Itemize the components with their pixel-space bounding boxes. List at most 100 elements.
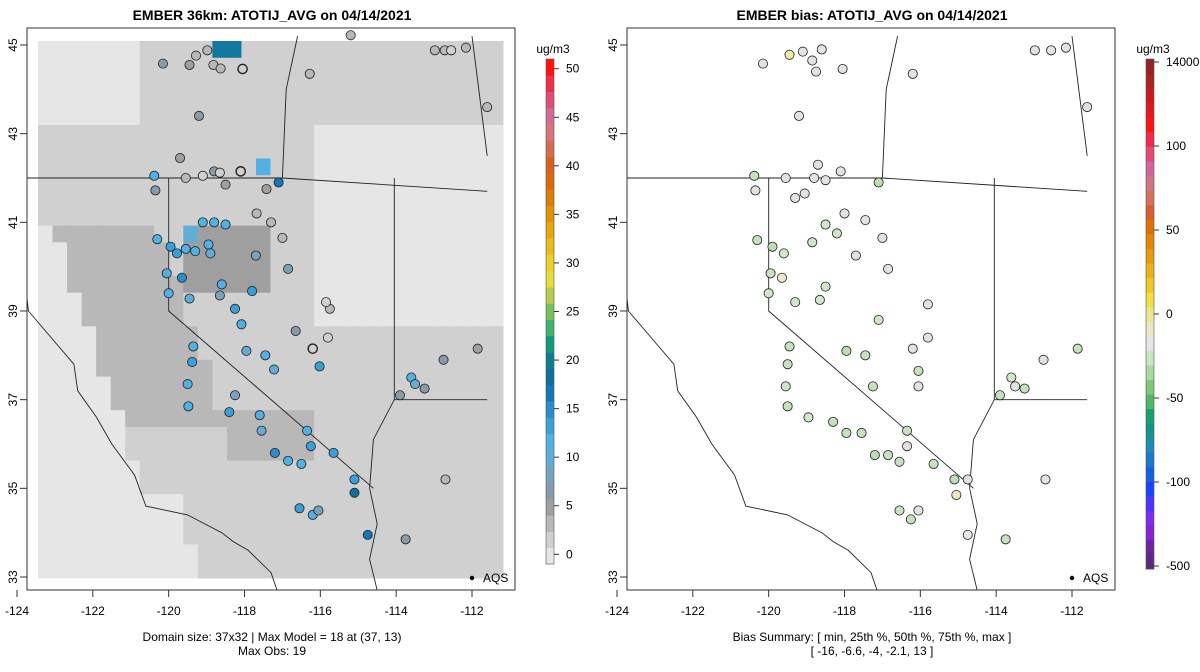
grid-cell	[299, 393, 315, 411]
grid-cell	[183, 74, 199, 92]
grid-cell	[154, 460, 170, 478]
grid-cell	[270, 393, 286, 411]
grid-cell	[285, 91, 301, 109]
bias-point	[803, 412, 814, 423]
grid-cell	[96, 242, 112, 260]
grid-cell	[473, 124, 489, 143]
grid-cell	[357, 477, 373, 495]
grid-cell	[110, 326, 126, 344]
right-colorbar: 14000 100 50 0 -50 -100 -500	[1145, 55, 1200, 573]
grid-cell	[154, 477, 170, 495]
grid-cell	[255, 561, 271, 579]
bias-point	[869, 450, 880, 461]
grid-cell	[343, 359, 359, 378]
colorbar-swatch	[1146, 292, 1154, 308]
right-aqs-legend: AQS	[1069, 571, 1108, 585]
grid-cell	[328, 57, 344, 76]
grid-cell	[285, 192, 301, 210]
grid-cell	[430, 494, 446, 512]
grid-cell	[299, 477, 315, 495]
grid-cell	[401, 343, 417, 361]
bias-point	[922, 332, 933, 343]
grid-cell	[255, 41, 271, 59]
grid-cell	[154, 208, 170, 227]
grid-cell	[197, 275, 213, 294]
grid-cell	[415, 561, 431, 579]
bias-point	[1040, 474, 1051, 485]
grid-cell	[67, 91, 83, 109]
grid-cell	[154, 91, 170, 109]
grid-cell	[241, 460, 257, 478]
grid-cell	[212, 259, 228, 277]
grid-cell	[96, 544, 112, 562]
grid-cell	[96, 275, 112, 294]
grid-cell	[67, 510, 83, 529]
grid-cell	[357, 208, 373, 227]
grid-cell	[488, 359, 504, 378]
grid-cell	[110, 74, 126, 92]
grid-cell	[357, 74, 373, 92]
grid-cell	[415, 275, 431, 294]
grid-cell	[81, 74, 97, 92]
grid-cell	[212, 477, 228, 495]
grid-cell	[459, 326, 475, 344]
grid-cell	[285, 225, 301, 243]
grid-cell	[125, 208, 141, 227]
grid-cell	[357, 225, 373, 243]
grid-cell	[241, 326, 257, 344]
x-tick-label: -120	[757, 604, 781, 618]
grid-cell	[372, 108, 388, 126]
grid-cell	[459, 343, 475, 361]
grid-cell	[168, 359, 184, 378]
grid-cell	[328, 141, 344, 159]
colorbar-swatch	[546, 140, 554, 158]
obs-point	[197, 170, 208, 181]
grid-cell	[299, 242, 315, 260]
grid-cell	[314, 460, 330, 478]
grid-cell	[255, 359, 271, 378]
grid-cell	[299, 208, 315, 227]
grid-cell	[255, 275, 271, 294]
grid-cell	[473, 158, 489, 176]
grid-cell	[110, 175, 126, 193]
colorbar-tick-label: 50	[1166, 223, 1180, 237]
grid-cell	[270, 477, 286, 495]
boundary-line	[627, 177, 1088, 192]
grid-cell	[241, 192, 257, 210]
bias-point	[867, 381, 878, 392]
grid-cell	[343, 527, 359, 545]
grid-cell	[154, 309, 170, 327]
bias-point	[883, 450, 894, 461]
x-tick-label: -116	[909, 604, 932, 618]
aqs-label: AQS	[1083, 571, 1108, 585]
grid-cell	[52, 426, 68, 445]
grid-cell	[168, 494, 184, 512]
grid-cell	[328, 225, 344, 243]
obs-point	[305, 441, 316, 452]
grid-cell	[139, 208, 155, 227]
grid-cell	[328, 410, 344, 428]
grid-cell	[285, 208, 301, 227]
grid-cell	[444, 141, 460, 159]
grid-cell	[255, 57, 271, 76]
obs-point	[250, 250, 261, 261]
grid-cell	[401, 443, 417, 462]
grid-cell	[38, 544, 54, 562]
obs-point	[251, 208, 262, 219]
obs-point	[419, 383, 430, 394]
right-footer-line-2: [ -16, -6.6, -4, -2.1, 13 ]	[811, 644, 934, 658]
grid-cell	[183, 561, 199, 579]
grid-cell	[226, 494, 242, 512]
grid-cell	[81, 225, 97, 243]
state-boundaries	[627, 36, 1088, 590]
bias-point	[765, 268, 776, 279]
colorbar-tick-label: 30	[566, 256, 580, 270]
grid-cell	[81, 561, 97, 579]
grid-cell	[473, 561, 489, 579]
grid-cell	[299, 91, 315, 109]
colorbar-swatch	[1146, 219, 1154, 235]
grid-cell	[357, 426, 373, 445]
grid-cell	[285, 561, 301, 579]
grid-cell	[183, 410, 199, 428]
obs-point	[193, 110, 204, 121]
